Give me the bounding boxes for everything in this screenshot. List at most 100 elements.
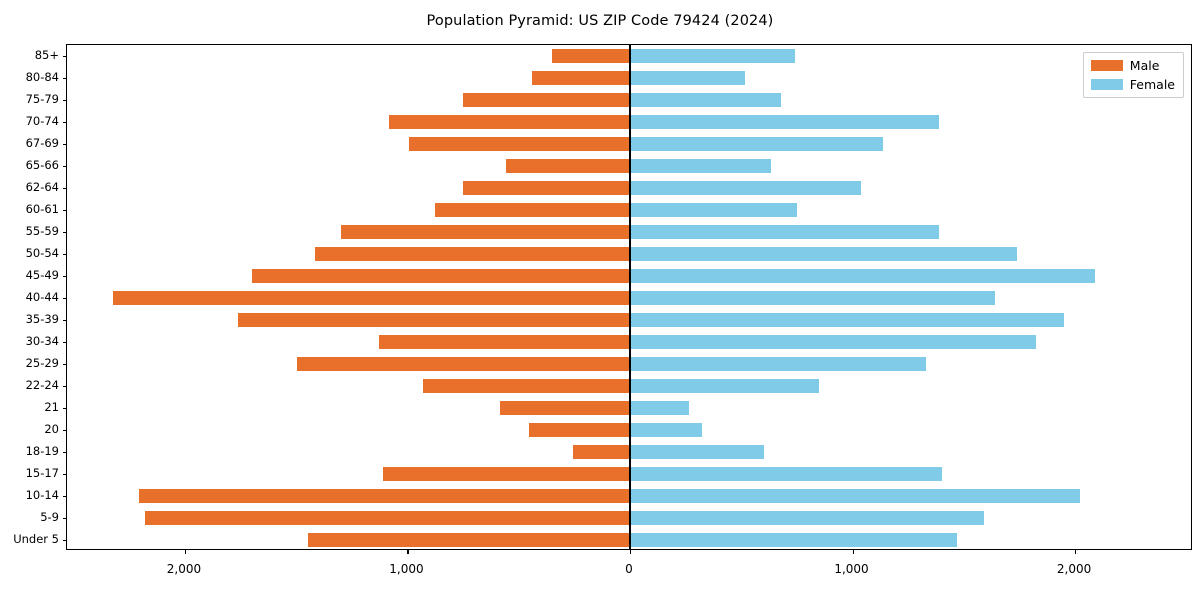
- bar-female-under-5: [630, 533, 958, 547]
- legend-label-male: Male: [1129, 58, 1160, 73]
- bar-row: [67, 313, 1191, 327]
- bar-female-10-14: [630, 489, 1080, 503]
- chart-title: Population Pyramid: US ZIP Code 79424 (2…: [426, 13, 774, 29]
- bar-male-15-17: [382, 467, 630, 481]
- bar-male-30-34: [378, 335, 630, 349]
- bar-row: [67, 445, 1191, 459]
- bar-row: [67, 401, 1191, 415]
- bar-female-40-44: [630, 291, 995, 305]
- bar-row: [67, 159, 1191, 173]
- y-tick-mark: [62, 56, 67, 58]
- y-tick-label: 21: [44, 400, 59, 414]
- x-tick-mark: [184, 549, 187, 554]
- y-tick-mark: [62, 452, 67, 454]
- y-tick-mark: [62, 518, 67, 520]
- bar-male-40-44: [112, 291, 630, 305]
- bar-male-60-61: [434, 203, 630, 217]
- bar-female-80-84: [630, 71, 745, 85]
- x-tick-label: 0: [625, 562, 633, 576]
- y-tick-label: 67-69: [25, 136, 59, 150]
- bar-row: [67, 335, 1191, 349]
- y-tick-mark: [62, 474, 67, 476]
- bar-row: [67, 533, 1191, 547]
- bar-male-21: [500, 401, 630, 415]
- bar-female-45-49: [630, 269, 1096, 283]
- y-tick-mark: [62, 496, 67, 498]
- x-tick-label: 2,000: [166, 562, 202, 576]
- bar-male-under-5: [308, 533, 630, 547]
- bar-male-50-54: [315, 247, 630, 261]
- bar-row: [67, 71, 1191, 85]
- y-tick-label: 85+: [34, 48, 59, 62]
- bar-male-22-24: [423, 379, 630, 393]
- bar-female-70-74: [630, 115, 940, 129]
- y-tick-label: 20: [44, 422, 59, 436]
- y-tick-mark: [62, 100, 67, 102]
- bar-female-20: [630, 423, 703, 437]
- legend-label-female: Female: [1129, 77, 1175, 92]
- bar-female-22-24: [630, 379, 820, 393]
- bar-male-45-49: [251, 269, 630, 283]
- bar-male-18-19: [573, 445, 630, 459]
- y-tick-label: 5-9: [40, 510, 59, 524]
- bar-male-35-39: [238, 313, 630, 327]
- bar-female-21: [630, 401, 689, 415]
- y-tick-mark: [62, 298, 67, 300]
- bar-male-10-14: [138, 489, 630, 503]
- bar-male-75-79: [463, 93, 630, 107]
- bar-row: [67, 225, 1191, 239]
- y-tick-label: 10-14: [25, 488, 59, 502]
- y-tick-label: 80-84: [25, 70, 59, 84]
- y-tick-label: Under 5: [13, 532, 59, 546]
- y-tick-mark: [62, 188, 67, 190]
- y-tick-label: 18-19: [25, 444, 59, 458]
- legend-swatch-female: [1090, 79, 1123, 90]
- bar-female-30-34: [630, 335, 1037, 349]
- bar-row: [67, 357, 1191, 371]
- y-tick-mark: [62, 430, 67, 432]
- y-tick-label: 30-34: [25, 334, 59, 348]
- bar-female-55-59: [630, 225, 940, 239]
- y-tick-label: 65-66: [25, 158, 59, 172]
- bar-row: [67, 379, 1191, 393]
- bar-row: [67, 247, 1191, 261]
- y-tick-label: 70-74: [25, 114, 59, 128]
- y-tick-mark: [62, 254, 67, 256]
- bar-male-85-: [552, 49, 630, 63]
- bar-female-65-66: [630, 159, 772, 173]
- y-tick-label: 75-79: [25, 92, 59, 106]
- bar-female-85-: [630, 49, 795, 63]
- bar-row: [67, 49, 1191, 63]
- y-tick-mark: [62, 166, 67, 168]
- bar-row: [67, 203, 1191, 217]
- y-tick-mark: [62, 364, 67, 366]
- bar-male-5-9: [145, 511, 630, 525]
- x-tick-mark: [630, 549, 632, 554]
- legend-entry-male[interactable]: Male: [1090, 58, 1175, 73]
- bar-male-20: [529, 423, 630, 437]
- y-tick-label: 60-61: [25, 202, 59, 216]
- bar-female-18-19: [630, 445, 764, 459]
- bar-row: [67, 291, 1191, 305]
- y-tick-mark: [62, 276, 67, 278]
- bar-male-70-74: [388, 115, 630, 129]
- y-tick-mark: [62, 210, 67, 212]
- bar-female-75-79: [630, 93, 782, 107]
- y-tick-label: 40-44: [25, 290, 59, 304]
- legend-swatch-male: [1090, 60, 1123, 71]
- y-tick-label: 35-39: [25, 312, 59, 326]
- bar-male-25-29: [297, 357, 630, 371]
- x-tick-mark: [852, 549, 854, 554]
- y-tick-mark: [62, 320, 67, 322]
- y-tick-label: 55-59: [25, 224, 59, 238]
- y-tick-label: 45-49: [25, 268, 59, 282]
- bar-row: [67, 115, 1191, 129]
- legend-entry-female[interactable]: Female: [1090, 77, 1175, 92]
- bar-female-62-64: [630, 181, 862, 195]
- bar-row: [67, 511, 1191, 525]
- y-tick-label: 22-24: [25, 378, 59, 392]
- y-tick-mark: [62, 78, 67, 80]
- bar-male-65-66: [506, 159, 630, 173]
- y-tick-mark: [62, 122, 67, 124]
